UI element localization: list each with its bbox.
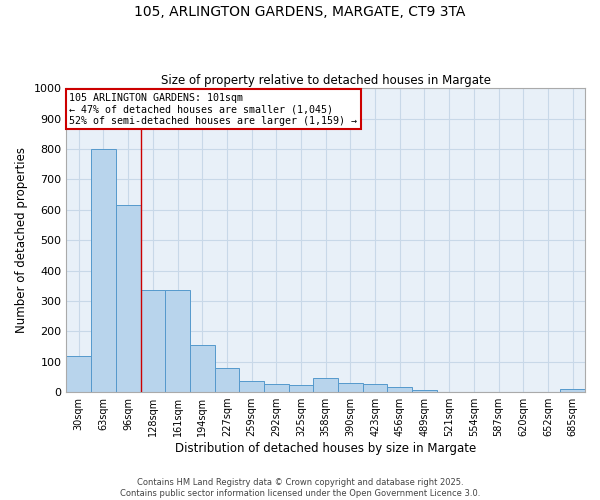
Y-axis label: Number of detached properties: Number of detached properties — [15, 147, 28, 333]
Bar — [215, 368, 239, 392]
Bar — [289, 386, 313, 392]
Bar — [264, 384, 289, 392]
Bar — [388, 386, 412, 392]
X-axis label: Distribution of detached houses by size in Margate: Distribution of detached houses by size … — [175, 442, 476, 455]
Bar — [67, 356, 91, 392]
Text: Contains HM Land Registry data © Crown copyright and database right 2025.
Contai: Contains HM Land Registry data © Crown c… — [120, 478, 480, 498]
Bar — [239, 380, 264, 392]
Text: 105, ARLINGTON GARDENS, MARGATE, CT9 3TA: 105, ARLINGTON GARDENS, MARGATE, CT9 3TA — [134, 5, 466, 19]
Bar — [116, 205, 140, 392]
Bar — [412, 390, 437, 392]
Bar — [363, 384, 388, 392]
Bar — [338, 383, 363, 392]
Bar — [165, 290, 190, 392]
Bar — [190, 345, 215, 392]
Title: Size of property relative to detached houses in Margate: Size of property relative to detached ho… — [161, 74, 491, 87]
Bar — [91, 149, 116, 392]
Bar — [313, 378, 338, 392]
Bar — [560, 389, 585, 392]
Bar — [140, 290, 165, 392]
Text: 105 ARLINGTON GARDENS: 101sqm
← 47% of detached houses are smaller (1,045)
52% o: 105 ARLINGTON GARDENS: 101sqm ← 47% of d… — [69, 92, 357, 126]
